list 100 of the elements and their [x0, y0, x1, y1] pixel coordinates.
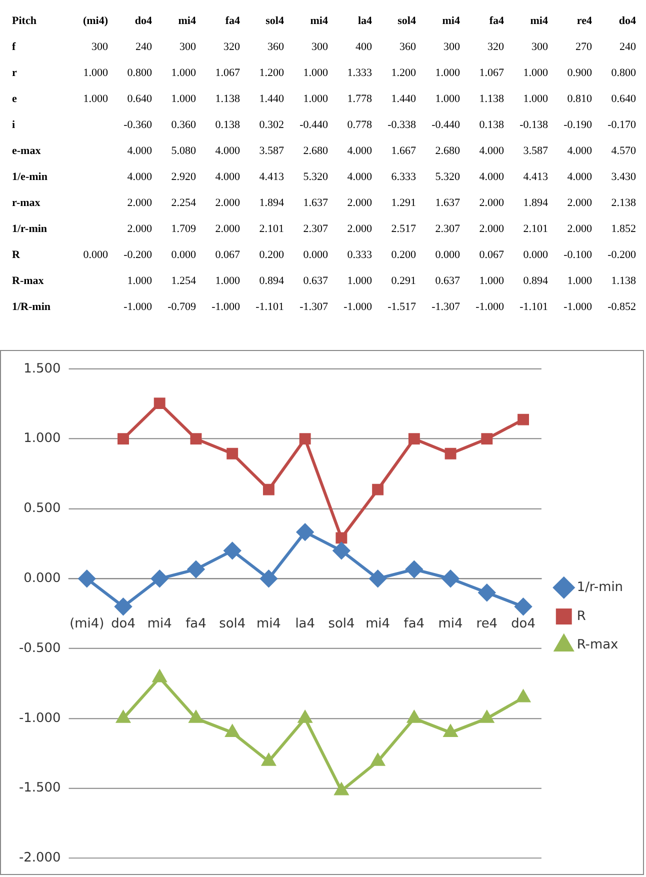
data-label: 1.333: [346, 66, 372, 81]
category-label: fa4: [488, 14, 504, 29]
category-label: mi4: [529, 14, 548, 29]
data-label: 300: [530, 40, 548, 55]
point: [518, 414, 529, 426]
x-tick-label: do4: [511, 616, 536, 632]
data-label: 0.067: [214, 248, 240, 263]
data-label: 360: [398, 40, 416, 55]
point: [336, 532, 348, 544]
point: [481, 433, 493, 445]
data-label: 0.138: [214, 118, 240, 133]
category-label: mi4: [177, 14, 196, 29]
point: [332, 542, 350, 560]
data-label: 1.291: [390, 196, 416, 211]
data-label: 4.000: [566, 144, 592, 159]
data-label: 2.000: [566, 222, 592, 237]
x-tick-label: sol4: [328, 616, 355, 632]
data-label: 1.709: [170, 222, 196, 237]
y-tick-label: 0.500: [24, 501, 61, 516]
data-label: -1.307: [430, 300, 460, 315]
data-label: 1.440: [390, 92, 416, 107]
data-label: 360: [266, 40, 284, 55]
data-label: 2.920: [170, 170, 196, 185]
data-label: 1.000: [566, 274, 592, 289]
data-label: 1.000: [522, 66, 548, 81]
data-label: 300: [178, 40, 196, 55]
data-label: 4.413: [258, 170, 284, 185]
data-label: 1.138: [478, 92, 504, 107]
data-label: 0.810: [566, 92, 592, 107]
data-label: 240: [618, 40, 636, 55]
data-label: -1.307: [298, 300, 328, 315]
data-label: -0.170: [606, 118, 636, 133]
data-label: 1.000: [170, 92, 196, 107]
data-label: 0.000: [434, 248, 460, 263]
x-tick-label: fa4: [404, 616, 425, 632]
data-label: 0.200: [390, 248, 416, 263]
data-label: 6.333: [390, 170, 416, 185]
data-label: 240: [134, 40, 152, 55]
y-tick-label: -1.500: [18, 780, 61, 796]
point: [189, 710, 203, 723]
point: [444, 725, 458, 738]
data-label: 2.000: [566, 196, 592, 211]
data-label: 1.254: [170, 274, 196, 289]
data-label: 0.000: [82, 248, 108, 263]
data-label: -0.100: [562, 248, 592, 263]
data-label: 1.000: [214, 274, 240, 289]
x-tick-label: sol4: [219, 616, 246, 632]
data-label: 4.000: [346, 170, 372, 185]
category-label: (mi4): [82, 14, 108, 29]
x-tick-label: (mi4): [70, 616, 104, 632]
y-tick-label: -2.000: [18, 850, 61, 866]
data-label: 2.000: [126, 222, 152, 237]
data-label: 4.570: [610, 144, 636, 159]
category-label: do4: [618, 14, 636, 29]
category-label: la4: [356, 14, 372, 29]
data-label: 3.587: [258, 144, 284, 159]
data-label: 4.000: [566, 170, 592, 185]
data-label: -0.852: [606, 300, 636, 315]
text: R: [12, 248, 21, 263]
data-label: 2.000: [214, 196, 240, 211]
point: [369, 570, 386, 588]
point: [516, 690, 530, 702]
data-label: 3.587: [522, 144, 548, 159]
data-label: -1.000: [474, 300, 504, 315]
data-label: 0.333: [346, 248, 372, 263]
data-label: -0.200: [122, 248, 152, 263]
data-label: 4.413: [522, 170, 548, 185]
data-label: 1.637: [434, 196, 460, 211]
point: [407, 710, 421, 723]
category-label: fa4: [224, 14, 240, 29]
data-label: 4.000: [346, 144, 372, 159]
data-label: 1.000: [126, 274, 152, 289]
point: [224, 542, 241, 560]
data-label: -1.101: [518, 300, 548, 315]
point: [190, 433, 202, 445]
point: [478, 584, 496, 602]
category-label: mi4: [441, 14, 460, 29]
text: Pitch: [12, 14, 38, 29]
x-tick-label: re4: [476, 616, 498, 632]
data-label: 1.894: [258, 196, 284, 211]
category-label: sol4: [396, 14, 416, 29]
data-label: 2.000: [346, 196, 372, 211]
data-label: 1.200: [258, 66, 284, 81]
point: [154, 398, 166, 410]
data-label: 1.637: [302, 196, 328, 211]
point: [78, 570, 96, 588]
data-label: 1.000: [170, 66, 196, 81]
text: e-max: [12, 144, 42, 159]
x-tick-label: mi4: [256, 616, 281, 632]
x-tick-label: do4: [111, 616, 136, 632]
data-label: 300: [90, 40, 108, 55]
data-label: 320: [486, 40, 504, 55]
data-label: 4.000: [478, 170, 504, 185]
data-label: 0.138: [478, 118, 504, 133]
data-label: 0.640: [126, 92, 152, 107]
data-label: 2.307: [434, 222, 460, 237]
data-label: 2.680: [302, 144, 328, 159]
data-label: -1.000: [342, 300, 372, 315]
text: 1/r-min: [12, 222, 48, 237]
data-label: 1.000: [82, 92, 108, 107]
